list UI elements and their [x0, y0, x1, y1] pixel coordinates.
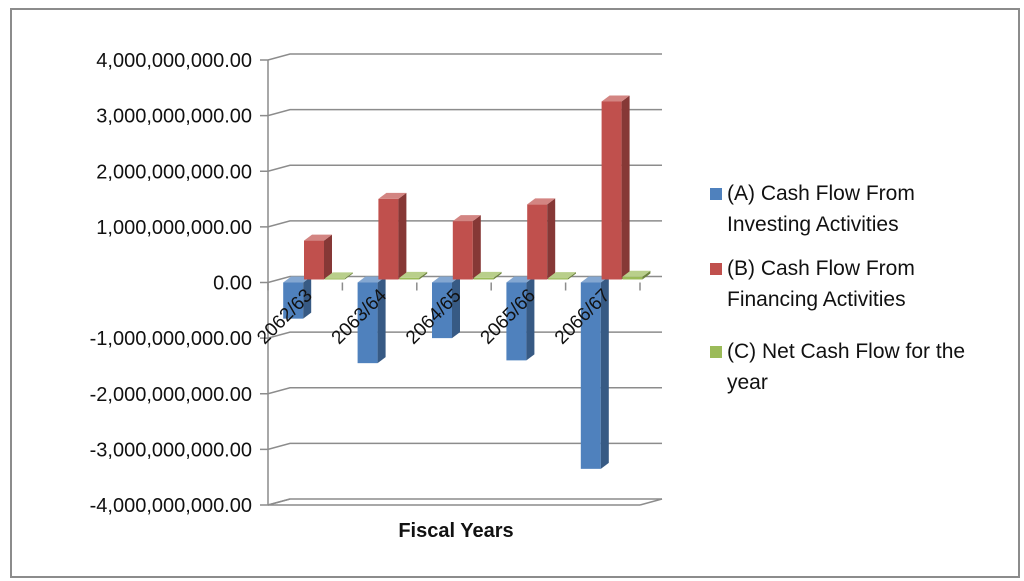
- bar: [601, 95, 630, 280]
- legend-entry: (C) Net Cash Flow for the year: [710, 340, 965, 394]
- x-axis-title: Fiscal Years: [398, 520, 513, 542]
- bar: [399, 271, 428, 280]
- legend-entry: (A) Cash Flow From Investing Activities: [710, 182, 915, 236]
- legend-label: Investing Activities: [727, 213, 899, 236]
- bars: [267, 95, 651, 469]
- gridline: [260, 164, 662, 172]
- gridline: [260, 331, 662, 339]
- y-tick-label: 3,000,000,000.00: [96, 106, 252, 128]
- y-tick-label: 1,000,000,000.00: [96, 217, 252, 239]
- legend-label: (A) Cash Flow From: [727, 182, 915, 205]
- y-tick-label: -3,000,000,000.00: [90, 439, 252, 461]
- bar: [452, 215, 481, 280]
- floor-edge: [267, 498, 291, 506]
- bar: [548, 272, 576, 280]
- legend: (A) Cash Flow From Investing Activities (B…: [710, 182, 965, 394]
- y-tick-label: -2,000,000,000.00: [90, 384, 252, 406]
- legend-swatch: [710, 188, 722, 200]
- gridline: [260, 498, 662, 506]
- floor-edge: [639, 498, 663, 506]
- gridline: [260, 387, 662, 395]
- bar: [324, 272, 353, 280]
- bar: [622, 270, 651, 280]
- y-tick-label: 2,000,000,000.00: [96, 161, 252, 183]
- bar: [304, 234, 332, 280]
- y-tick-label: 4,000,000,000.00: [96, 50, 252, 72]
- bar: [527, 198, 556, 280]
- gridline: [260, 442, 662, 451]
- legend-entry: (B) Cash Flow From Financing Activities: [710, 257, 915, 311]
- bar: [378, 192, 407, 280]
- bar: [473, 271, 502, 280]
- gridline: [260, 53, 662, 61]
- legend-swatch: [710, 263, 722, 275]
- y-tick-label: -4,000,000,000.00: [90, 495, 252, 517]
- bar: [357, 276, 386, 364]
- legend-label: year: [727, 371, 768, 394]
- gridline: [260, 108, 662, 117]
- legend-label: (C) Net Cash Flow for the: [727, 340, 965, 363]
- legend-label: (B) Cash Flow From: [727, 257, 915, 280]
- legend-label: Financing Activities: [727, 288, 906, 311]
- y-tick-label: 0.00: [213, 273, 252, 295]
- legend-swatch: [710, 346, 722, 358]
- y-axis-ticks: 4,000,000,000.00 3,000,000,000.00 2,000,00…: [90, 50, 252, 517]
- y-tick-label: -1,000,000,000.00: [90, 328, 252, 350]
